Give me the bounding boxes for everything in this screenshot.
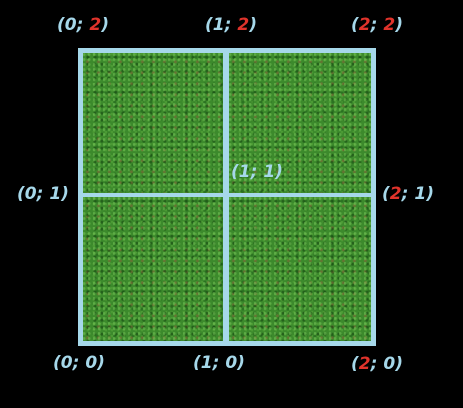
label-1-1: (1; 1): [231, 162, 283, 182]
label-0-2-close: ): [101, 15, 109, 35]
label-2-2-open: (: [351, 15, 359, 35]
label-2-2: (2; 2): [351, 17, 403, 34]
label-2-0-open: (: [351, 354, 359, 374]
grass-tile-bottom-left: [83, 197, 223, 341]
grass-tile-bottom-right: [229, 197, 371, 341]
label-0-2: (0; 2): [57, 17, 109, 34]
label-0-2-highlight: 2: [89, 15, 102, 35]
label-2-0-close: ; 0): [370, 354, 403, 374]
label-0-2-open: (0;: [57, 15, 90, 35]
label-1-2-close: ): [249, 15, 257, 35]
label-2-1: (2; 1): [382, 186, 434, 203]
grass-tile-top-right: [229, 53, 371, 193]
label-2-0: (2; 0): [351, 356, 403, 373]
label-0-0: (0; 0): [53, 353, 105, 373]
label-2-1-open: (: [382, 184, 390, 204]
label-2-2-highlight-y: 2: [383, 15, 396, 35]
label-1-2: (1; 2): [205, 17, 257, 34]
label-2-1-highlight: 2: [389, 184, 402, 204]
label-1-2-open: (1;: [205, 15, 238, 35]
label-2-1-close: ; 1): [401, 184, 434, 204]
label-2-2-mid: ;: [370, 15, 384, 35]
label-0-1: (0; 1): [17, 184, 69, 204]
label-2-2-highlight-x: 2: [358, 15, 371, 35]
label-2-2-close: ): [395, 15, 403, 35]
label-2-0-highlight: 2: [358, 354, 371, 374]
grid-frame: [78, 48, 376, 346]
grass-tile-top-left: [83, 53, 223, 193]
label-1-0: (1; 0): [193, 353, 245, 373]
label-1-2-highlight: 2: [237, 15, 250, 35]
